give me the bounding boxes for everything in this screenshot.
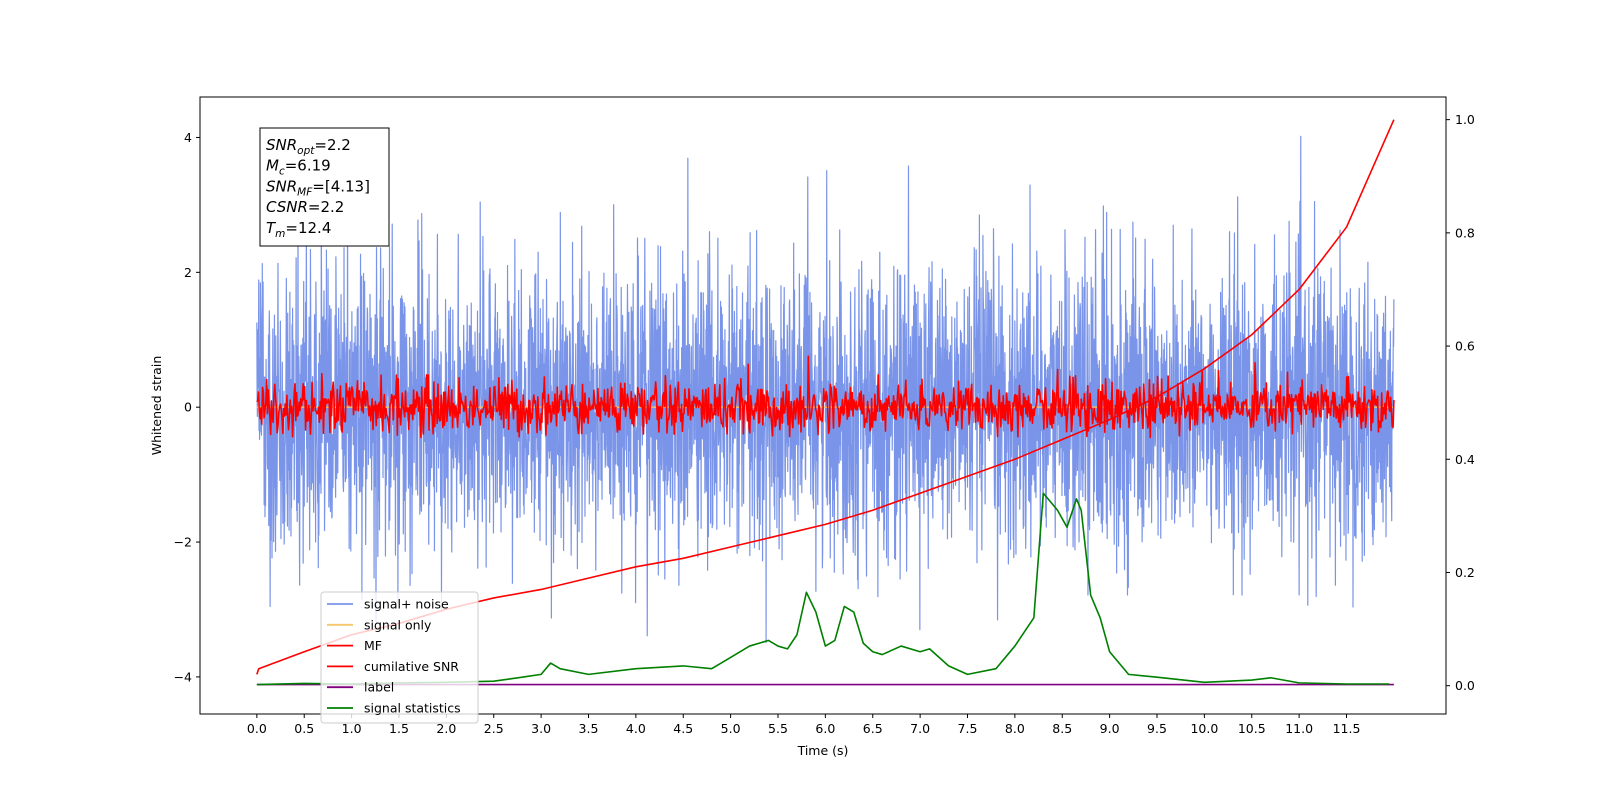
legend-label-signal-only: signal only xyxy=(364,617,432,632)
y-tick-label: 2 xyxy=(184,265,192,280)
annotation-line: CSNR=2.2 xyxy=(266,198,344,216)
annotation-line: Mc=6.19 xyxy=(266,157,331,178)
x-tick-label: 11.5 xyxy=(1333,721,1361,736)
x-tick-label: 2.5 xyxy=(484,721,504,736)
annotation-line: SNRMF=[4.13] xyxy=(266,177,370,198)
axes: 0.0 0.5 1.0 1.5 2.0 2.5 3.0 3.5 4.0 4.5 5.0 5.5 6.0 6… xyxy=(149,96,1475,758)
annotation-frame xyxy=(259,127,390,247)
legend-label-label: label xyxy=(364,680,394,695)
x-axis-label: Time (s) xyxy=(797,743,849,758)
series-line-mf xyxy=(256,355,1395,439)
x-tick-label: 0.0 xyxy=(247,721,267,736)
x-tick-label: 1.5 xyxy=(389,721,409,736)
series-line-signal-statistics xyxy=(256,492,1390,686)
legend-label-mf: MF xyxy=(364,638,382,653)
x-tick-label: 8.0 xyxy=(1005,721,1025,736)
series-line-signal-noise xyxy=(256,135,1395,644)
x-tick-label: 6.0 xyxy=(815,721,835,736)
y2-tick-label: 1.0 xyxy=(1455,112,1475,127)
x-tick-label: 0.5 xyxy=(294,721,314,736)
y2-tick-label: 0.6 xyxy=(1455,339,1475,354)
x-tick-label: 7.0 xyxy=(910,721,930,736)
x-tick-label: 8.5 xyxy=(1052,721,1072,736)
y2-tick-label: 0.2 xyxy=(1455,565,1475,580)
y2-tick-label: 0.8 xyxy=(1455,225,1475,240)
legend-label-signal-noise: signal+ noise xyxy=(364,597,449,612)
y-axis-label: Whitened strain xyxy=(149,356,164,455)
x-tick-label: 1.0 xyxy=(342,721,362,736)
x-tick-label: 6.5 xyxy=(863,721,883,736)
legend-label-cumilative-snr: cumilative SNR xyxy=(364,659,459,674)
x-tick-label: 7.5 xyxy=(958,721,978,736)
x-tick-label: 4.0 xyxy=(626,721,646,736)
x-tick-label: 10.5 xyxy=(1238,721,1266,736)
annotation-line: Tm=12.4 xyxy=(266,219,331,240)
y-tick-label: 0 xyxy=(184,400,192,415)
x-tick-label: 5.0 xyxy=(721,721,741,736)
y2-tick-label: 0.4 xyxy=(1455,452,1475,467)
x-tick-label: 3.0 xyxy=(531,721,551,736)
x-tick-label: 4.5 xyxy=(673,721,693,736)
x-tick-label: 9.0 xyxy=(1100,721,1120,736)
x-tick-label: 9.5 xyxy=(1147,721,1167,736)
axes-frame xyxy=(199,96,1447,715)
y2-tick-label: 0.0 xyxy=(1455,678,1475,693)
annotation-line: SNRopt=2.2 xyxy=(266,136,351,157)
x-tick-label: 5.5 xyxy=(768,721,788,736)
y-tick-label: 4 xyxy=(184,130,192,145)
legend-frame xyxy=(320,591,479,724)
y-tick-label: −4 xyxy=(174,669,192,684)
legend: signal+ noise signal only MF cumilative SNR… xyxy=(320,591,479,724)
legend-label-signal-statistics: signal statistics xyxy=(364,701,461,716)
x-tick-label: 3.5 xyxy=(579,721,599,736)
x-tick-label: 11.0 xyxy=(1285,721,1313,736)
y-tick-label: −2 xyxy=(174,535,192,550)
x-tick-label: 10.0 xyxy=(1190,721,1218,736)
x-tick-label: 2.0 xyxy=(436,721,456,736)
